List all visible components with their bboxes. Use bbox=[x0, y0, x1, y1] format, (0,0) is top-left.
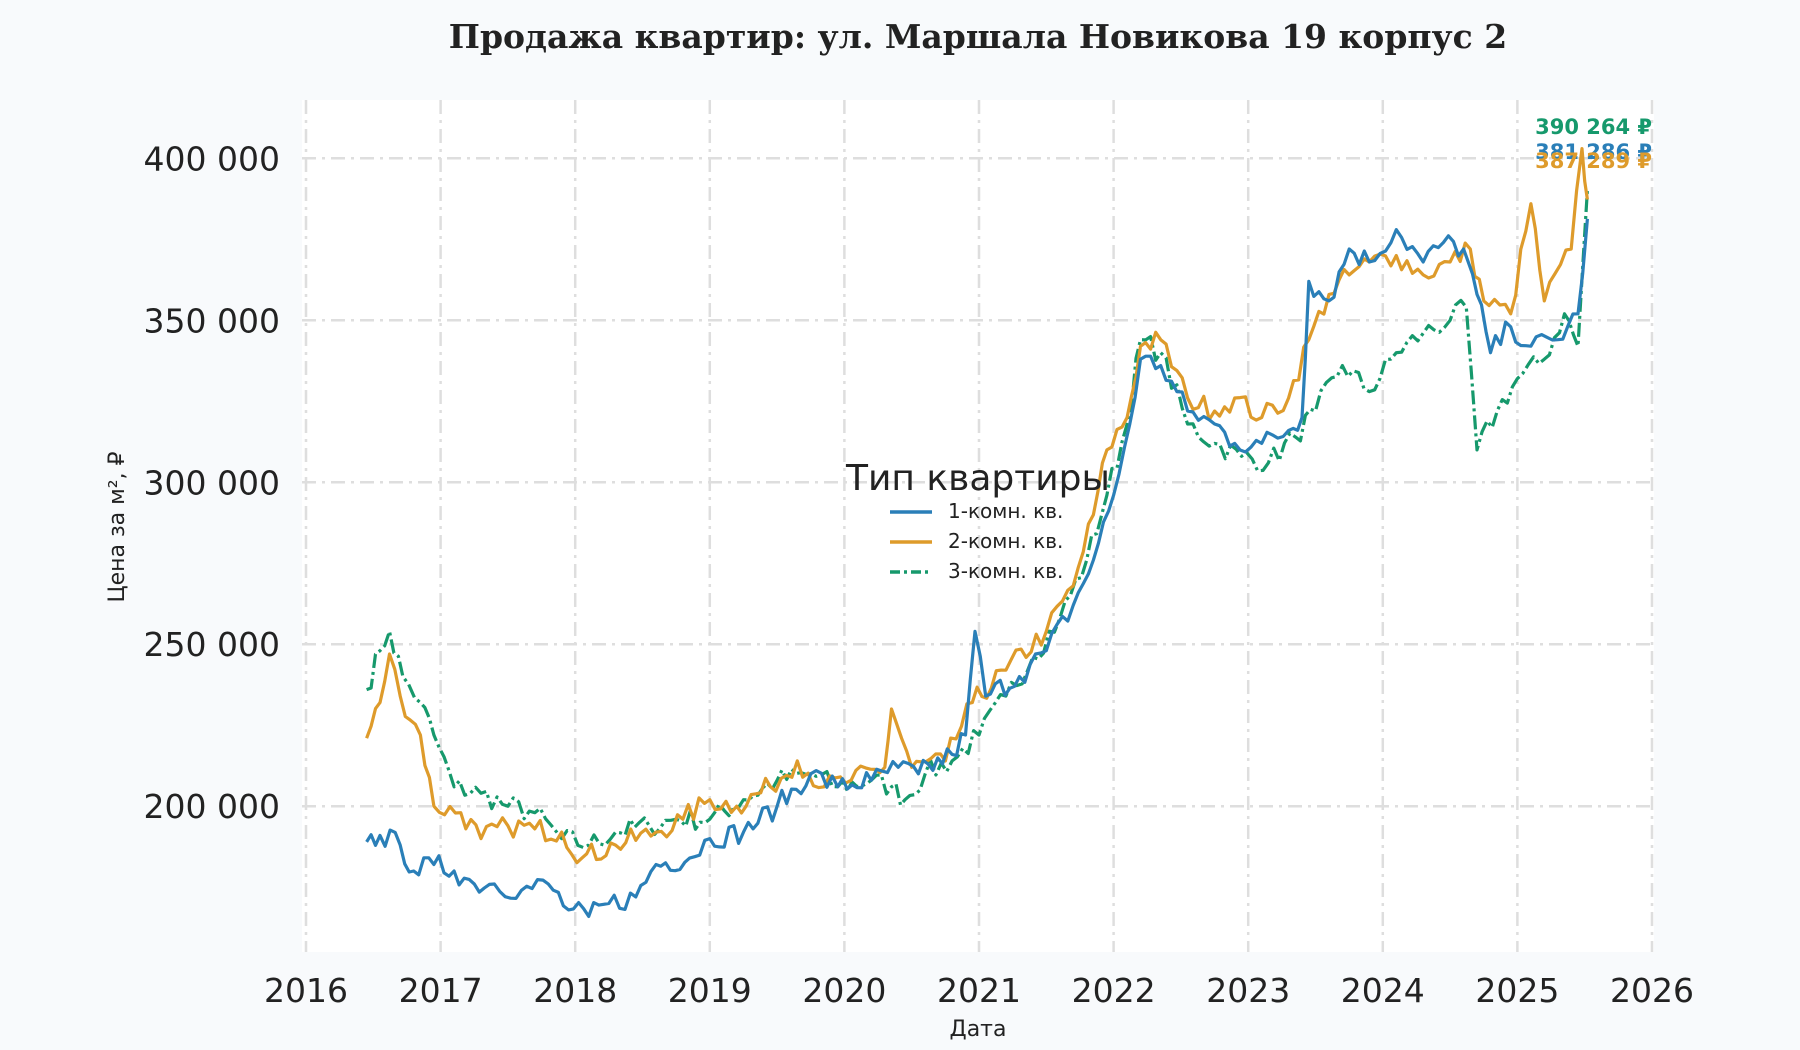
series-line-3 bbox=[366, 189, 1589, 850]
data-series bbox=[365, 147, 1589, 918]
x-tick-label: 2021 bbox=[937, 971, 1021, 1010]
y-tick-label: 400 000 bbox=[144, 139, 280, 178]
end-label-3: 390 264 ₽ bbox=[1535, 115, 1652, 139]
tick-labels: 2016 2017 2018 2019 2020 2021 2022 2023 2024 2025… bbox=[144, 139, 1694, 1010]
y-tick-label: 350 000 bbox=[144, 301, 280, 340]
legend-label-1: 1-комн. кв. bbox=[948, 499, 1063, 523]
series-line-1 bbox=[365, 218, 1589, 918]
end-label-2: 387 289 ₽ bbox=[1535, 149, 1652, 173]
y-axis-label: Цена за м², ₽ bbox=[105, 451, 130, 602]
chart-title: Продажа квартир: ул. Маршала Новикова 19… bbox=[449, 17, 1507, 56]
x-tick-label: 2020 bbox=[802, 971, 886, 1010]
legend: Тип квартиры 1-комн. кв. 2-комн. кв. 3-ком… bbox=[845, 458, 1110, 583]
x-tick-label: 2023 bbox=[1206, 971, 1290, 1010]
end-labels: 381 286 ₽387 289 ₽ 390 264 ₽ bbox=[1535, 115, 1652, 173]
legend-items: 1-комн. кв. 2-комн. кв. 3-комн. кв. bbox=[890, 499, 1063, 583]
x-tick-label: 2018 bbox=[533, 971, 617, 1010]
x-tick-label: 2022 bbox=[1072, 971, 1156, 1010]
x-tick-label: 2019 bbox=[668, 971, 752, 1010]
x-tick-label: 2025 bbox=[1475, 971, 1559, 1010]
legend-label-3: 3-комн. кв. bbox=[948, 559, 1063, 583]
x-axis-label: Дата bbox=[950, 1017, 1007, 1042]
legend-label-2: 2-комн. кв. bbox=[948, 529, 1063, 553]
grid-lines bbox=[302, 100, 1654, 952]
x-tick-label: 2017 bbox=[399, 971, 483, 1010]
y-tick-label: 250 000 bbox=[144, 625, 280, 664]
x-tick-label: 2026 bbox=[1610, 971, 1694, 1010]
y-tick-label: 200 000 bbox=[144, 787, 280, 826]
x-tick-label: 2024 bbox=[1341, 971, 1425, 1010]
y-tick-label: 300 000 bbox=[144, 463, 280, 502]
legend-title: Тип квартиры bbox=[845, 458, 1110, 499]
series-line-2 bbox=[365, 147, 1589, 865]
end-label-1: 381 286 ₽ bbox=[1535, 140, 1652, 164]
x-tick-label: 2016 bbox=[264, 971, 348, 1010]
